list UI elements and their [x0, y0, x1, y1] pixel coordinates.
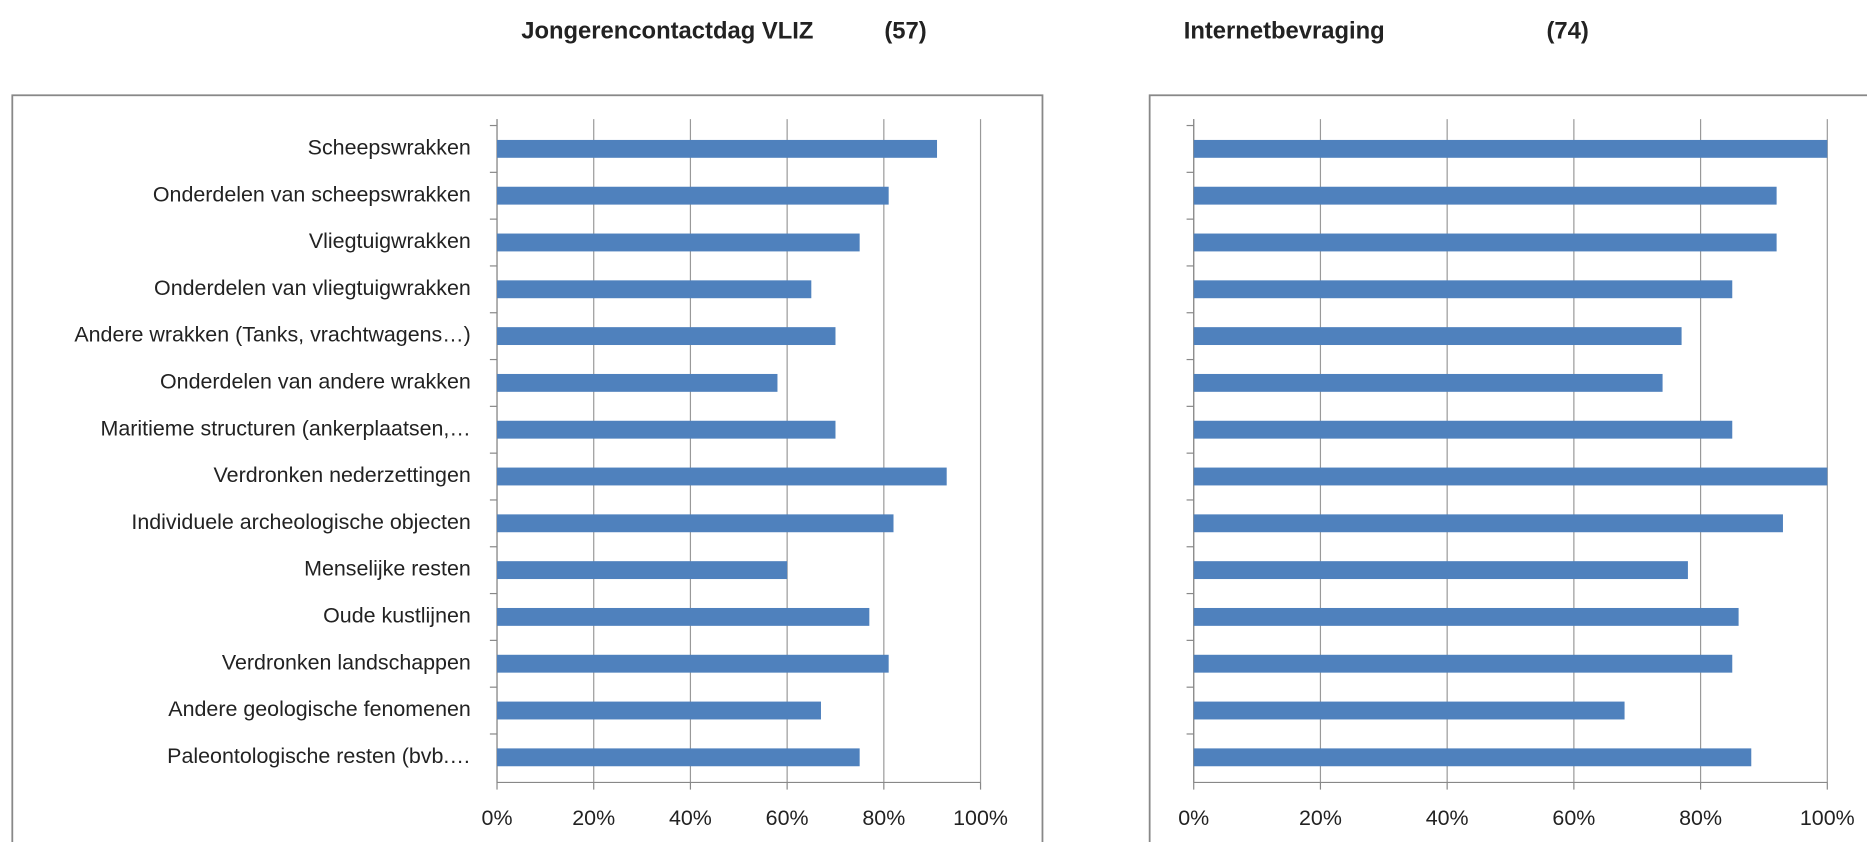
bar — [497, 607, 870, 626]
bar — [497, 514, 894, 533]
bar — [497, 139, 938, 158]
bar — [1193, 654, 1733, 673]
category-label: Oude kustlijnen — [323, 604, 471, 628]
bar — [497, 280, 812, 299]
x-tick-label: 0% — [482, 806, 513, 830]
bar — [1193, 280, 1733, 299]
category-label: Individuele archeologische objecten — [131, 510, 470, 534]
bar — [497, 467, 947, 486]
bar — [1193, 233, 1777, 252]
bar — [1193, 514, 1783, 533]
bar — [1193, 748, 1752, 767]
x-tick-label: 60% — [766, 806, 809, 830]
category-label: Verdronken landschappen — [222, 650, 471, 674]
category-label: Onderdelen van andere wrakken — [160, 370, 471, 394]
bar — [497, 327, 836, 346]
category-label: Onderdelen van scheepswrakken — [153, 182, 471, 206]
category-label: Andere wrakken (Tanks, vrachtwagens…) — [74, 323, 470, 347]
x-tick-label: 40% — [1426, 806, 1469, 830]
bar — [497, 420, 836, 439]
x-tick-label: 40% — [669, 806, 712, 830]
bar — [1193, 561, 1688, 580]
bar — [1193, 607, 1739, 626]
x-tick-label: 20% — [1299, 806, 1342, 830]
category-label: Vliegtuigwrakken — [309, 229, 471, 253]
bar — [497, 373, 778, 392]
bar — [497, 654, 889, 673]
chart-count: (74) — [1547, 17, 1589, 44]
category-label: Andere geologische fenomenen — [168, 697, 471, 721]
x-tick-label: 0% — [1178, 806, 1209, 830]
bar — [497, 701, 821, 720]
x-tick-label: 100% — [953, 806, 1008, 830]
category-label: Menselijke resten — [304, 557, 471, 581]
category-label: Onderdelen van vliegtuigwrakken — [154, 276, 471, 300]
x-tick-label: 100% — [1800, 806, 1855, 830]
category-label: Scheepswrakken — [308, 136, 471, 160]
bar — [497, 561, 788, 580]
bar — [497, 748, 860, 767]
bar — [1193, 420, 1733, 439]
category-label: Paleontologische resten (bvb.… — [167, 744, 471, 768]
x-tick-label: 60% — [1552, 806, 1595, 830]
x-tick-label: 80% — [862, 806, 905, 830]
x-tick-label: 20% — [572, 806, 615, 830]
bar — [1193, 186, 1777, 205]
category-label: Maritieme structuren (ankerplaatsen,… — [101, 416, 471, 440]
bar — [1193, 467, 1828, 486]
bar — [497, 233, 860, 252]
chart-title: Jongerencontactdag VLIZ — [521, 17, 813, 44]
bar — [497, 186, 889, 205]
bar — [1193, 373, 1663, 392]
bar — [1193, 701, 1625, 720]
bar — [1193, 139, 1828, 158]
chart-title: Internetbevraging — [1184, 17, 1385, 44]
chart-count: (57) — [884, 17, 926, 44]
category-label: Verdronken nederzettingen — [214, 463, 471, 487]
x-tick-label: 80% — [1679, 806, 1722, 830]
bar — [1193, 327, 1682, 346]
